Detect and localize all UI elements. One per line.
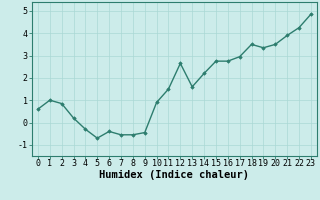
X-axis label: Humidex (Indice chaleur): Humidex (Indice chaleur): [100, 170, 249, 180]
